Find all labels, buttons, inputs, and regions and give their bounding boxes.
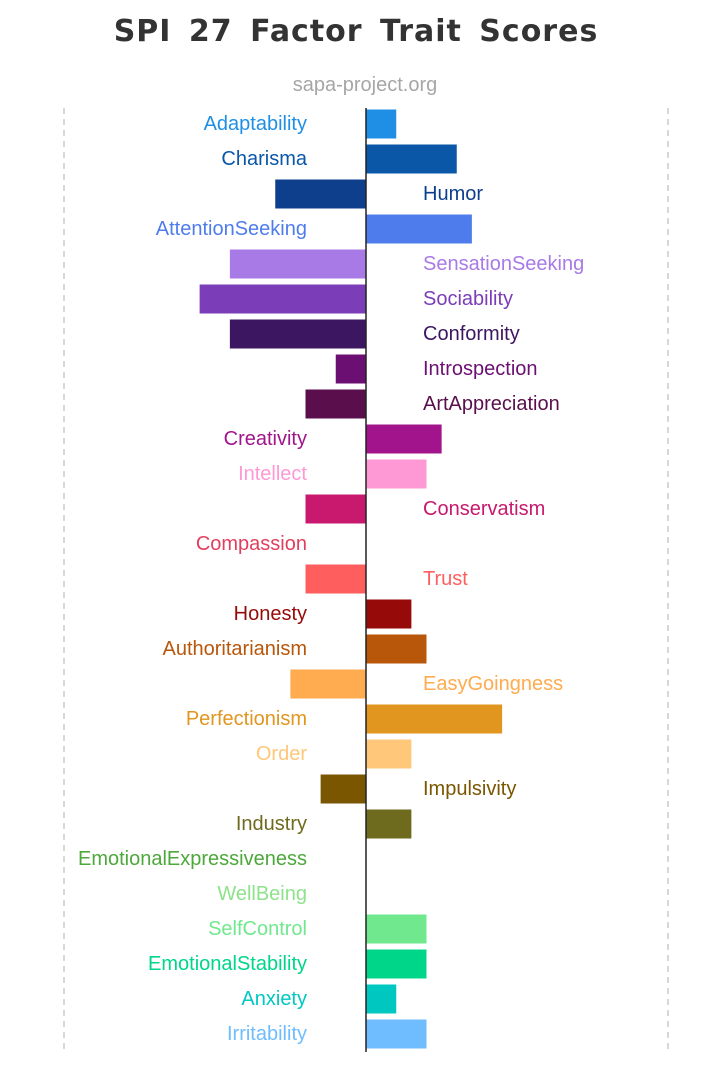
label-conservatism: Conservatism [423, 498, 545, 520]
bar-trust [305, 564, 366, 594]
bar-adaptability [366, 109, 397, 139]
bar-self-control [366, 914, 427, 944]
label-humor: Humor [423, 183, 483, 205]
label-charisma: Charisma [221, 148, 307, 170]
bar-introspection [335, 354, 366, 384]
label-irritability: Irritability [227, 1023, 307, 1045]
bar-emotional-stability [366, 949, 427, 979]
label-well-being: WellBeing [217, 883, 307, 905]
bar-impulsivity [320, 774, 366, 804]
bar-humor [275, 179, 366, 209]
label-introspection: Introspection [423, 358, 538, 380]
bar-irritability [366, 1019, 427, 1049]
label-emotional-expressiveness: EmotionalExpressiveness [78, 848, 307, 870]
bar-intellect [366, 459, 427, 489]
label-conformity: Conformity [423, 323, 520, 345]
bar-charisma [366, 144, 457, 174]
labels-layer: Adaptability Charisma Humor AttentionSeekin… [78, 113, 584, 1045]
label-creativity: Creativity [224, 428, 307, 450]
label-authoritarianism: Authoritarianism [162, 638, 307, 660]
bar-authoritarianism [366, 634, 427, 664]
bar-creativity [366, 424, 442, 454]
chart-subtitle: sapa-project.org [292, 74, 438, 96]
bar-industry [366, 809, 412, 839]
bar-easy-goingness [290, 669, 366, 699]
label-trust: Trust [423, 568, 468, 590]
label-art-appreciation: ArtAppreciation [423, 393, 560, 415]
label-order: Order [256, 743, 307, 765]
bars-layer [199, 109, 503, 1049]
bar-perfectionism [366, 704, 503, 734]
label-easy-goingness: EasyGoingness [423, 673, 563, 695]
label-intellect: Intellect [238, 463, 307, 485]
bar-honesty [366, 599, 412, 629]
label-sociability: Sociability [423, 288, 513, 310]
label-impulsivity: Impulsivity [423, 778, 516, 800]
chart-title: SPI 27 Factor Trait Scores [113, 14, 599, 49]
bar-sensation-seeking [229, 249, 366, 279]
label-self-control: SelfControl [208, 918, 307, 940]
bar-attention-seeking [366, 214, 472, 244]
bar-order [366, 739, 412, 769]
label-perfectionism: Perfectionism [186, 708, 307, 730]
bar-conformity [229, 319, 366, 349]
bar-anxiety [366, 984, 397, 1014]
bar-conservatism [305, 494, 366, 524]
label-honesty: Honesty [234, 603, 307, 625]
label-compassion: Compassion [196, 533, 307, 555]
label-sensation-seeking: SensationSeeking [423, 253, 584, 275]
label-adaptability: Adaptability [204, 113, 307, 135]
label-anxiety: Anxiety [241, 988, 307, 1010]
label-industry: Industry [236, 813, 307, 835]
label-emotional-stability: EmotionalStability [148, 953, 307, 975]
label-attention-seeking: AttentionSeeking [156, 218, 307, 240]
bar-art-appreciation [305, 389, 366, 419]
bar-sociability [199, 284, 366, 314]
